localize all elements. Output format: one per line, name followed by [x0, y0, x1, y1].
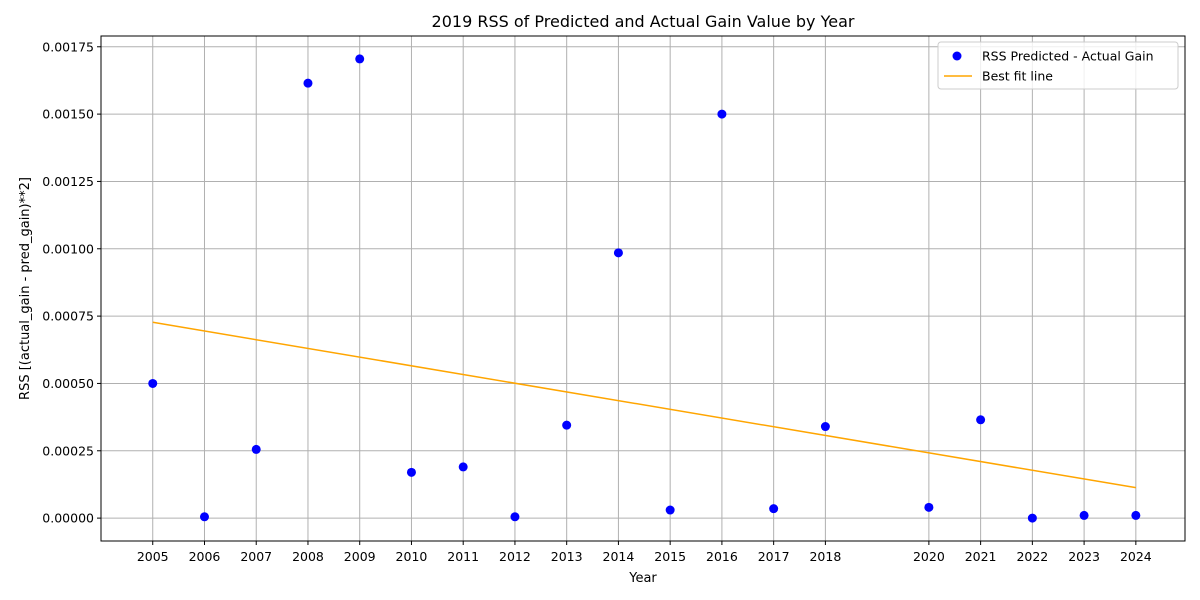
data-point — [355, 54, 365, 64]
x-tick-label: 2016 — [706, 549, 738, 564]
data-point — [820, 422, 830, 432]
data-point — [199, 512, 209, 522]
x-tick-label: 2011 — [447, 549, 479, 564]
data-point — [1079, 510, 1089, 520]
y-tick-label: 0.00075 — [42, 309, 94, 324]
data-point — [1131, 510, 1141, 520]
x-tick-label: 2022 — [1016, 549, 1048, 564]
legend-label-line: Best fit line — [982, 69, 1053, 84]
x-tick-label: 2020 — [913, 549, 945, 564]
data-point — [665, 505, 675, 515]
data-point — [406, 467, 416, 477]
data-point — [562, 420, 572, 430]
x-axis-title: Year — [628, 571, 657, 586]
legend-marker-scatter — [952, 51, 962, 61]
x-tick-label: 2008 — [292, 549, 324, 564]
data-point — [148, 378, 158, 388]
data-point — [717, 109, 727, 119]
y-axis-ticks: 0.00000 0.00025 0.00050 0.00075 0.00100 0.001… — [42, 39, 101, 526]
x-tick-label: 2018 — [809, 549, 841, 564]
data-point — [303, 78, 313, 88]
best-fit-line — [152, 321, 1136, 489]
data-point — [1027, 513, 1037, 523]
x-axis-ticks: 2005 2006 2007 2008 2009 2010 2011 2012 2013 2014… — [137, 541, 1152, 564]
y-tick-label: 0.00150 — [42, 107, 94, 122]
x-tick-label: 2021 — [965, 549, 997, 564]
x-tick-label: 2013 — [551, 549, 583, 564]
data-point — [613, 248, 623, 258]
y-tick-label: 0.00025 — [42, 443, 94, 458]
data-point — [251, 444, 261, 454]
data-point — [458, 462, 468, 472]
x-tick-label: 2023 — [1068, 549, 1100, 564]
data-point — [769, 504, 779, 514]
x-tick-label: 2009 — [344, 549, 376, 564]
best-fit-line-layer — [152, 321, 1136, 489]
plot-frame — [100, 35, 1186, 542]
data-point — [510, 512, 520, 522]
y-tick-label: 0.00175 — [42, 39, 94, 54]
x-tick-label: 2010 — [396, 549, 428, 564]
chart-title: 2019 RSS of Predicted and Actual Gain Va… — [432, 12, 855, 31]
x-tick-label: 2012 — [499, 549, 531, 564]
legend-box — [937, 41, 1179, 90]
x-tick-label: 2017 — [758, 549, 790, 564]
y-tick-label: 0.00050 — [42, 376, 94, 391]
scatter-points-layer — [148, 54, 1141, 523]
x-tick-label: 2015 — [654, 549, 686, 564]
y-axis-title: RSS [(actual_gain - pred_gain)**2] — [18, 177, 33, 400]
x-tick-label: 2006 — [189, 549, 221, 564]
data-point — [924, 502, 934, 512]
y-tick-label: 0.00000 — [42, 511, 94, 526]
y-tick-label: 0.00125 — [42, 174, 94, 189]
x-tick-label: 2005 — [137, 549, 169, 564]
x-tick-label: 2007 — [240, 549, 272, 564]
y-tick-label: 0.00100 — [42, 241, 94, 256]
grid-layer — [101, 36, 1185, 541]
x-tick-label: 2014 — [603, 549, 635, 564]
data-point — [976, 415, 986, 425]
legend: RSS Predicted - Actual Gain Best fit lin… — [937, 41, 1179, 90]
legend-label-scatter: RSS Predicted - Actual Gain — [982, 49, 1154, 64]
x-tick-label: 2024 — [1120, 549, 1152, 564]
